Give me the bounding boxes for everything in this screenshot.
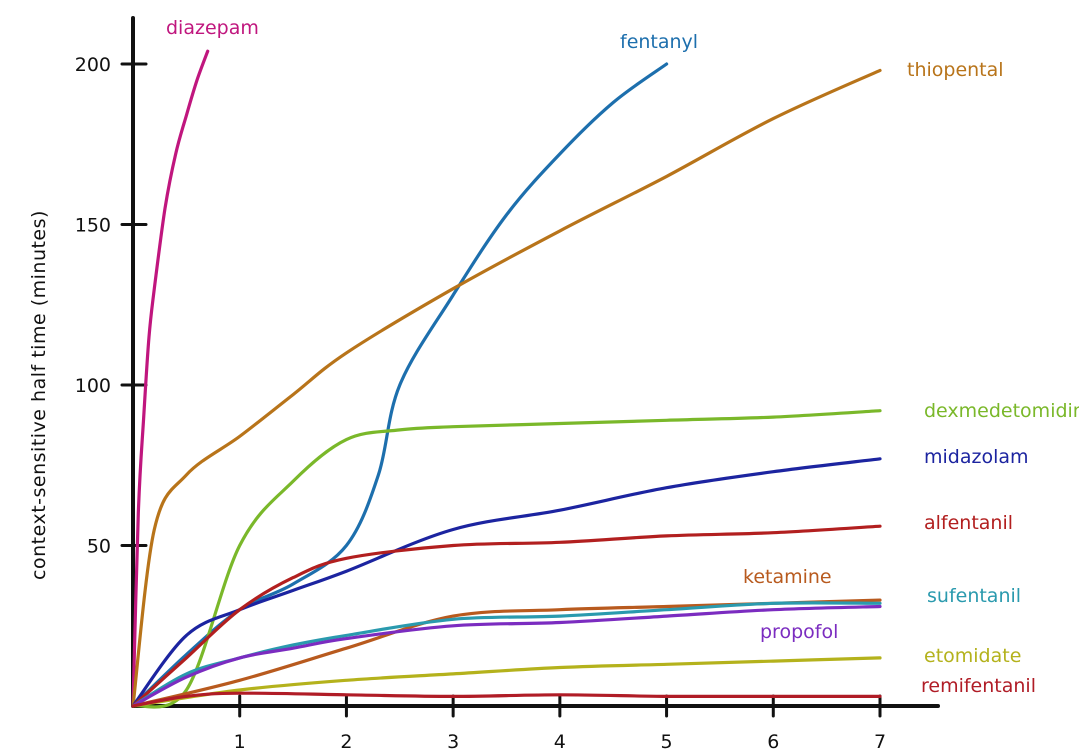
series-label-diazepam: diazepam <box>166 17 259 39</box>
x-tick-label: 3 <box>447 731 459 751</box>
x-tick-label: 2 <box>340 731 352 751</box>
x-tick-label: 5 <box>661 731 673 751</box>
y-tick-label: 150 <box>75 215 111 237</box>
series-line-midazolam <box>131 457 882 708</box>
series-label-sufentanil: sufentanil <box>927 585 1021 607</box>
series-label-propofol: propofol <box>760 621 838 643</box>
series-line-dexmedetomidine <box>131 409 882 709</box>
series-line-remifentanil <box>131 691 882 708</box>
series-label-alfentanil: alfentanil <box>924 512 1013 534</box>
axes: 50 100 150 200 1 2 3 4 5 6 7 context-sensitive half… <box>28 16 940 751</box>
series-label-midazolam: midazolam <box>924 446 1029 468</box>
series-label-etomidate: etomidate <box>924 645 1021 667</box>
series-label-dexmedetomidine: dexmedetomidine <box>924 400 1079 422</box>
series-labels: diazepam fentanyl thiopental dexmedetomidin… <box>166 17 1079 697</box>
series-line-etomidate <box>131 656 882 708</box>
y-tick-label: 100 <box>75 375 111 397</box>
y-tick-label: 200 <box>75 54 111 76</box>
x-tick-label: 7 <box>874 731 886 751</box>
y-tick-label: 50 <box>87 536 111 558</box>
x-tick-label: 1 <box>234 731 246 751</box>
series-label-remifentanil: remifentanil <box>921 675 1036 697</box>
series-line-diazepam <box>131 49 210 708</box>
y-axis-label: context-sensitive half time (minutes) <box>28 210 50 580</box>
series-line-thiopental <box>131 68 882 708</box>
x-tick-label: 4 <box>554 731 566 751</box>
series-label-fentanyl: fentanyl <box>620 31 698 53</box>
series-layer <box>131 49 882 709</box>
series-label-thiopental: thiopental <box>907 59 1004 81</box>
series-line-propofol <box>131 604 882 708</box>
series-label-ketamine: ketamine <box>743 566 832 588</box>
series-line-alfentanil <box>131 524 882 708</box>
x-tick-label: 6 <box>767 731 779 751</box>
